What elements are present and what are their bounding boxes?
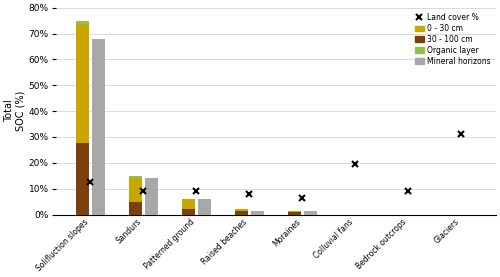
Bar xyxy=(234,211,248,215)
Bar xyxy=(234,209,248,211)
Bar xyxy=(128,176,142,178)
Bar xyxy=(288,212,301,215)
Bar xyxy=(76,143,89,215)
Bar xyxy=(182,199,195,209)
Bar xyxy=(128,178,142,202)
Bar xyxy=(288,211,301,212)
Bar xyxy=(76,20,89,24)
Bar xyxy=(198,199,211,215)
Bar xyxy=(92,39,105,215)
Bar xyxy=(182,209,195,215)
Y-axis label: Total
SOC (%): Total SOC (%) xyxy=(4,91,26,131)
Bar xyxy=(76,24,89,143)
Bar xyxy=(128,202,142,215)
Legend: Land cover %, 0 - 30 cm, 30 - 100 cm, Organic layer, Mineral horizons: Land cover %, 0 - 30 cm, 30 - 100 cm, Or… xyxy=(413,11,492,67)
Bar xyxy=(304,211,317,215)
Bar xyxy=(144,178,158,215)
Bar xyxy=(250,211,264,215)
